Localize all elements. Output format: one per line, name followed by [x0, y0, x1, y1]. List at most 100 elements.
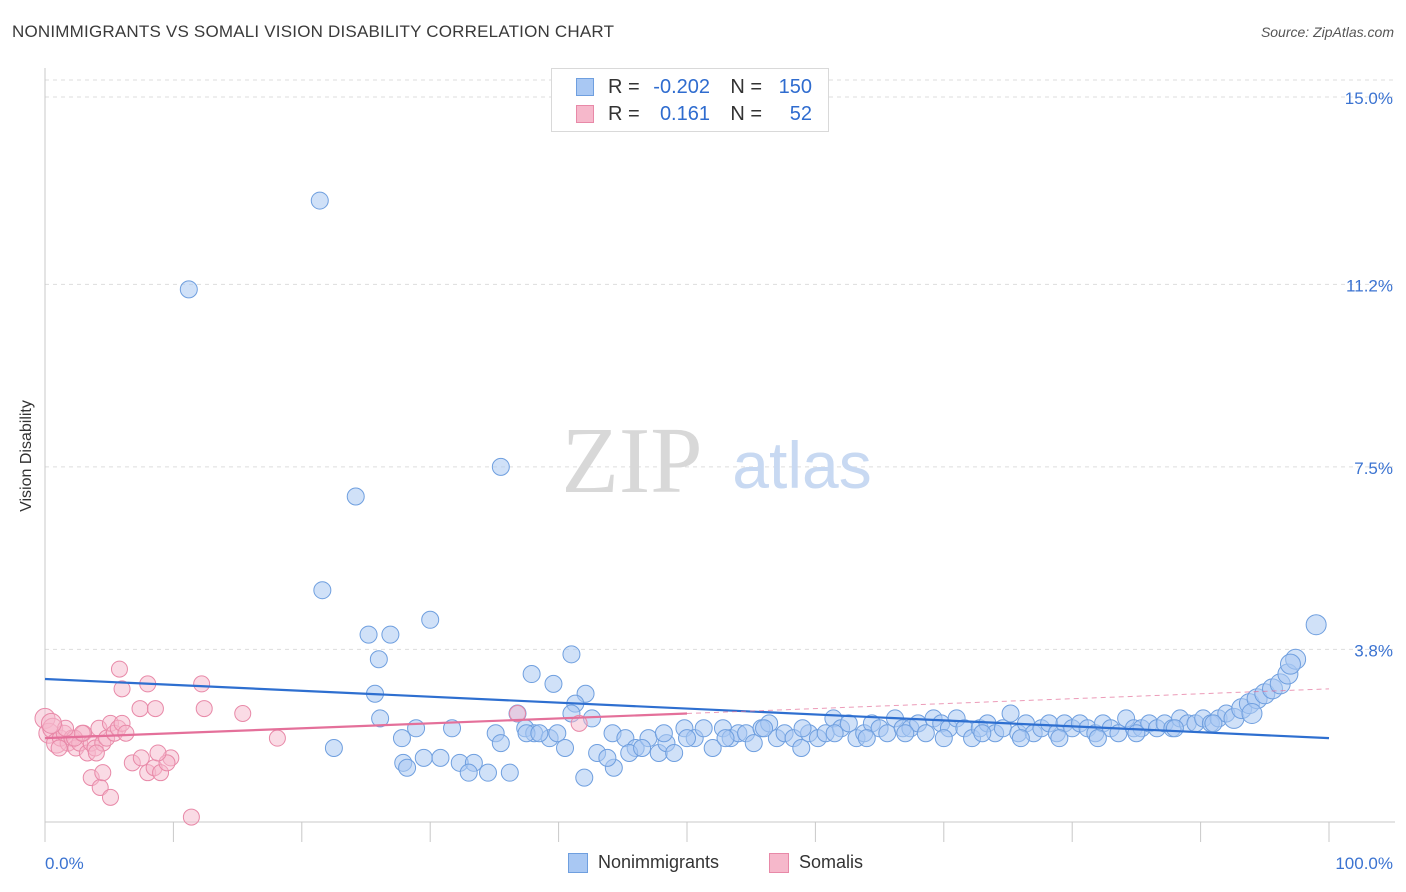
watermark-atlas: atlas	[732, 428, 871, 502]
point-somalis	[50, 739, 68, 757]
point-nonimmigrants	[916, 724, 935, 743]
point-nonimmigrants	[793, 719, 812, 738]
point-nonimmigrants	[1241, 702, 1263, 724]
point-somalis	[149, 744, 167, 762]
point-nonimmigrants	[414, 748, 433, 767]
point-nonimmigrants	[398, 758, 417, 777]
point-nonimmigrants	[1011, 729, 1030, 748]
legend-r-label: R =	[608, 75, 640, 98]
point-somalis	[131, 700, 149, 718]
y-tick-label: 11.2%	[1346, 276, 1393, 295]
point-somalis	[509, 704, 527, 722]
watermark-zip: ZIP	[562, 409, 703, 513]
x-tick-label: 100.0%	[1335, 854, 1393, 873]
point-somalis	[268, 729, 286, 747]
legend-swatch-pink	[576, 105, 594, 123]
point-nonimmigrants	[825, 724, 844, 743]
point-nonimmigrants	[522, 665, 541, 684]
point-nonimmigrants	[839, 714, 858, 733]
point-nonimmigrants	[857, 729, 876, 748]
point-nonimmigrants	[665, 743, 684, 762]
point-nonimmigrants	[654, 724, 673, 743]
watermark: ZIP atlas	[562, 409, 872, 513]
point-nonimmigrants	[633, 739, 652, 758]
point-somalis	[234, 704, 252, 722]
legend-swatch-blue	[576, 78, 594, 96]
point-somalis	[40, 712, 62, 734]
legend-n-label: N =	[730, 75, 762, 98]
legend-swatch-pink	[769, 852, 789, 873]
point-nonimmigrants	[575, 768, 594, 787]
point-nonimmigrants	[934, 729, 953, 748]
point-nonimmigrants	[491, 734, 510, 753]
point-nonimmigrants	[431, 748, 450, 767]
point-nonimmigrants	[1001, 704, 1020, 723]
point-somalis	[73, 724, 91, 742]
point-nonimmigrants	[500, 763, 519, 782]
point-nonimmigrants	[371, 709, 390, 728]
legend-r-value: -0.202	[653, 75, 710, 98]
point-somalis	[94, 764, 112, 782]
legend-n-value: 150	[778, 75, 812, 98]
point-nonimmigrants	[1279, 653, 1301, 675]
y-tick-label: 3.8%	[1354, 641, 1393, 660]
point-somalis	[146, 700, 164, 718]
point-nonimmigrants	[1088, 729, 1107, 748]
point-nonimmigrants	[369, 650, 388, 669]
y-tick-label: 15.0%	[1345, 89, 1393, 108]
point-somalis	[87, 744, 105, 762]
point-nonimmigrants	[346, 487, 365, 506]
point-nonimmigrants	[703, 739, 722, 758]
point-nonimmigrants	[1305, 614, 1327, 636]
point-nonimmigrants	[392, 729, 411, 748]
legend-n-label: N =	[730, 102, 762, 125]
legend-n-value: 52	[789, 102, 812, 125]
point-nonimmigrants	[548, 724, 567, 743]
point-nonimmigrants	[1050, 729, 1069, 748]
point-nonimmigrants	[491, 457, 510, 476]
legend-row-somalis: R = 0.161 N = 52	[576, 102, 812, 126]
point-nonimmigrants	[544, 674, 563, 693]
trendline-somalis-extension	[686, 688, 1330, 714]
y-tick-label: 7.5%	[1354, 459, 1393, 478]
legend-item-nonimmigrants[interactable]: Nonimmigrants	[568, 852, 719, 873]
point-somalis	[113, 680, 131, 698]
point-somalis	[117, 724, 135, 742]
legend-item-somalis[interactable]: Somalis	[769, 852, 863, 873]
point-nonimmigrants	[694, 719, 713, 738]
point-somalis	[195, 700, 213, 718]
point-nonimmigrants	[562, 645, 581, 664]
legend-label: Nonimmigrants	[598, 852, 720, 872]
point-nonimmigrants	[878, 724, 897, 743]
point-nonimmigrants	[359, 625, 378, 644]
point-nonimmigrants	[313, 581, 332, 600]
point-somalis	[570, 714, 588, 732]
point-nonimmigrants	[530, 724, 549, 743]
point-nonimmigrants	[1204, 714, 1223, 733]
point-nonimmigrants	[896, 724, 915, 743]
legend-label: Somalis	[799, 852, 864, 872]
axes	[44, 68, 1395, 842]
point-somalis	[110, 660, 128, 678]
point-nonimmigrants	[598, 748, 617, 767]
point-nonimmigrants	[678, 729, 696, 748]
point-nonimmigrants	[1165, 719, 1184, 738]
trendline-somalis	[44, 712, 688, 740]
point-nonimmigrants	[443, 719, 462, 738]
legend-r-label: R =	[608, 102, 640, 125]
point-nonimmigrants	[792, 739, 811, 758]
legend-row-nonimmigrants: R = -0.202 N = 150	[576, 75, 812, 99]
source-label: Source: ZipAtlas.com	[1260, 24, 1394, 40]
trend-lines	[44, 677, 1330, 740]
point-nonimmigrants	[310, 191, 329, 210]
point-nonimmigrants	[179, 280, 198, 299]
point-nonimmigrants	[459, 763, 478, 782]
point-nonimmigrants	[716, 729, 735, 748]
point-somalis	[193, 675, 211, 693]
point-nonimmigrants	[973, 724, 992, 743]
stats-legend: R = -0.202 N = 150 R = 0.161 N = 52	[551, 68, 829, 132]
point-nonimmigrants	[381, 625, 400, 644]
point-nonimmigrants	[556, 739, 575, 758]
legend-swatch-blue	[568, 852, 588, 873]
